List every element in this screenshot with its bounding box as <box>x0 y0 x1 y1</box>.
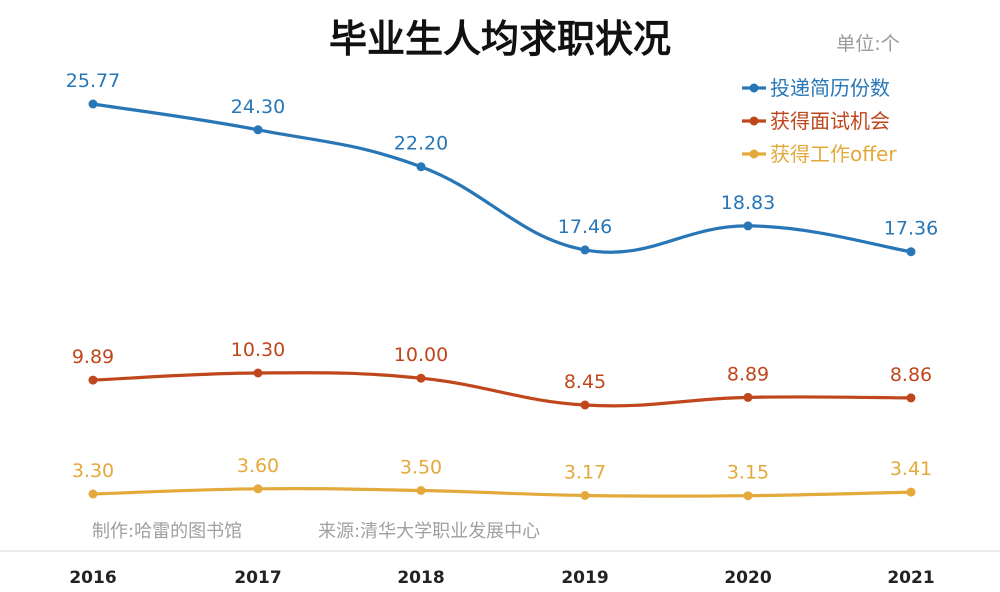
legend-label: 获得面试机会 <box>770 109 890 133</box>
series-1: 25.77 24.30 22.20 17.46 18.83 17.36 <box>66 70 938 257</box>
series-2-label-2018: 10.00 <box>394 344 448 366</box>
legend-label: 获得工作offer <box>770 142 897 166</box>
x-tick-2017: 2017 <box>234 568 281 588</box>
series-1-label-2016: 25.77 <box>66 70 120 92</box>
series-1-point-2020 <box>743 221 753 231</box>
x-tick-2019: 2019 <box>561 568 608 588</box>
series-3-label-2016: 3.30 <box>72 460 114 482</box>
series-1-point-2019 <box>580 245 590 255</box>
series-2-point-2020 <box>743 392 753 402</box>
series-2-point-2019 <box>580 400 590 410</box>
series-2-label-2021: 8.86 <box>890 364 932 386</box>
legend-label: 投递简历份数 <box>770 76 890 100</box>
series-1-label-2017: 24.30 <box>231 96 285 118</box>
credit-source: 来源:清华大学职业发展中心 <box>318 521 540 542</box>
series-2-line <box>91 371 913 408</box>
series-1-label-2019: 17.46 <box>558 216 612 238</box>
series-2-point-2017 <box>253 368 263 378</box>
series-3-point-2019 <box>580 491 590 500</box>
series-3-label-2020: 3.15 <box>727 462 769 484</box>
series-3-point-2018 <box>416 486 426 495</box>
x-tick-2020: 2020 <box>724 568 771 588</box>
series-2-point-2021 <box>906 393 916 403</box>
series-3-label-2019: 3.17 <box>564 462 606 484</box>
series-2-label-2017: 10.30 <box>231 339 285 361</box>
x-tick-2021: 2021 <box>887 568 934 588</box>
x-axis-ticks: 2016 2017 2018 2019 2020 2021 <box>69 568 934 588</box>
series-2-label-2020: 8.89 <box>727 363 769 385</box>
credit-maker: 制作:哈雷的图书馆 <box>92 521 242 542</box>
series-2-label-2019: 8.45 <box>564 371 606 393</box>
unit-note: 单位:个 <box>836 33 899 55</box>
series-3-point-2016 <box>88 489 98 499</box>
series-1-point-2021 <box>906 247 916 257</box>
legend-item-1: 投递简历份数 <box>742 76 890 100</box>
legend-item-2: 获得面试机会 <box>742 109 890 133</box>
series-3-line <box>91 486 913 498</box>
legend-item-3: 获得工作offer <box>742 142 897 166</box>
series-3-label-2017: 3.60 <box>237 455 279 477</box>
series-3-point-2017 <box>253 484 263 494</box>
series-3-label-2021: 3.41 <box>890 458 932 480</box>
series-2: 9.89 10.30 10.00 8.45 8.89 8.86 <box>72 339 932 410</box>
legend-swatch-marker <box>749 83 759 93</box>
series-layer: 25.77 24.30 22.20 17.46 18.83 17.36 9.89 10.30 1… <box>66 70 938 501</box>
x-tick-2018: 2018 <box>397 568 444 588</box>
series-3-point-2021 <box>906 487 916 497</box>
series-1-label-2018: 22.20 <box>394 133 448 155</box>
series-2-label-2016: 9.89 <box>72 346 114 368</box>
series-1-line <box>91 102 913 254</box>
legend-swatch-marker <box>749 149 759 159</box>
series-3-label-2018: 3.50 <box>400 457 442 479</box>
legend-swatch-marker <box>749 116 759 126</box>
series-2-point-2018 <box>416 373 426 383</box>
series-1-label-2021: 17.36 <box>884 218 938 240</box>
series-3: 3.30 3.60 3.50 3.17 3.15 3.41 <box>72 455 932 501</box>
series-2-point-2016 <box>88 375 98 385</box>
x-tick-2016: 2016 <box>69 568 116 588</box>
chart-title: 毕业生人均求职状况 <box>329 17 671 61</box>
series-3-point-2020 <box>743 491 753 501</box>
series-1-label-2020: 18.83 <box>721 192 775 214</box>
series-1-point-2018 <box>416 162 426 172</box>
series-1-point-2016 <box>88 99 98 109</box>
series-1-point-2017 <box>253 125 263 135</box>
